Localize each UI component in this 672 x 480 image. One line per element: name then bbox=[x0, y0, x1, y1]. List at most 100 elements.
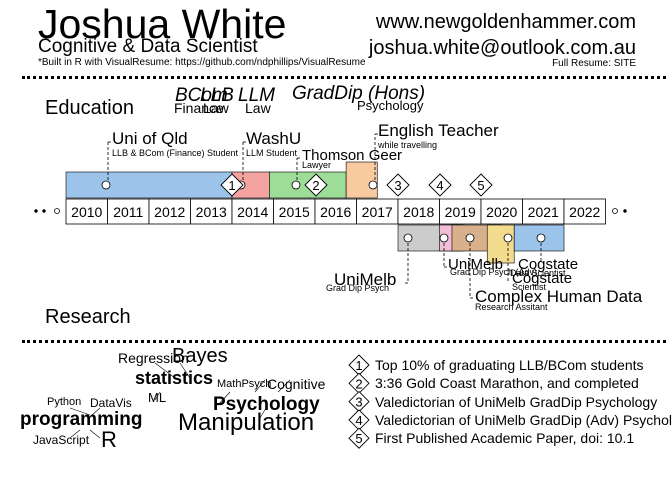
skill-connector bbox=[154, 391, 161, 401]
event-dot bbox=[503, 233, 513, 243]
milestone-number: 3 bbox=[394, 178, 401, 193]
achievement-number: 4 bbox=[355, 413, 362, 428]
degree-llm: LLM bbox=[238, 85, 275, 106]
axis-dot bbox=[34, 209, 38, 213]
year-label: 2017 bbox=[362, 204, 393, 220]
degree-llb: LLB bbox=[200, 85, 234, 106]
year-cell bbox=[397, 198, 440, 225]
milestone-diamond bbox=[220, 173, 244, 197]
year-label: 2020 bbox=[486, 204, 517, 220]
degree-graddip-sub: Psychology bbox=[357, 98, 424, 113]
skill-word: Psychology bbox=[213, 394, 320, 415]
event-subtitle: Data Scientist bbox=[510, 268, 566, 278]
milestone-number: 5 bbox=[477, 178, 484, 193]
website-link[interactable]: www.newgoldenhammer.com bbox=[375, 11, 636, 33]
year-label: 2015 bbox=[279, 204, 310, 220]
event-title: WashU bbox=[246, 129, 301, 148]
achievement-item: Top 10% of graduating LLB/BCom students bbox=[375, 357, 644, 373]
degree-graddip: GradDip (Hons) bbox=[292, 83, 426, 104]
skill-word: statistics bbox=[135, 368, 214, 388]
year-label: 2016 bbox=[320, 204, 351, 220]
year-label: 2022 bbox=[569, 204, 600, 220]
skill-word: Bayes bbox=[172, 345, 228, 367]
degree-llm-sub: Law bbox=[245, 100, 271, 116]
event-title: Thomson Geer bbox=[302, 147, 402, 164]
milestone-diamond bbox=[304, 173, 328, 197]
built-in-note: *Built in R with VisualResume: https://g… bbox=[38, 57, 366, 68]
skill-word: Python bbox=[47, 396, 82, 408]
year-cell bbox=[480, 198, 523, 225]
research-divider bbox=[22, 340, 666, 343]
event-subtitle: Scientist bbox=[512, 282, 547, 292]
event-dot bbox=[291, 180, 301, 190]
axis-dot bbox=[612, 208, 618, 214]
skill-connector bbox=[217, 391, 231, 406]
axis-dot bbox=[42, 209, 46, 213]
event-dot bbox=[368, 180, 378, 190]
milestone-diamond bbox=[386, 173, 410, 197]
bar-english-teacher bbox=[345, 161, 378, 199]
skill-connector bbox=[69, 429, 81, 439]
axis-dot bbox=[623, 209, 627, 213]
skill-connector bbox=[89, 429, 101, 439]
skill-connector bbox=[69, 407, 91, 416]
achievement-item: Valedictorian of UniMelb GradDip Psychol… bbox=[375, 393, 658, 410]
year-cell bbox=[563, 198, 606, 225]
event-subtitle: Grad Dip Psych (Adv) bbox=[450, 267, 537, 277]
section-research: Research bbox=[45, 306, 131, 328]
skill-connector bbox=[259, 407, 267, 419]
year-cell bbox=[231, 198, 274, 225]
achievement-item: First Published Academic Paper, doi: 10.… bbox=[375, 430, 635, 447]
event-subtitle: LLB & BCom (Finance) Student bbox=[112, 148, 239, 158]
year-label: 2014 bbox=[237, 204, 268, 220]
email-link[interactable]: joshua.white@outlook.com.au bbox=[368, 37, 636, 59]
event-dot bbox=[101, 180, 111, 190]
event-title: English Teacher bbox=[378, 121, 499, 140]
achievement-number: 5 bbox=[355, 431, 362, 446]
skill-word: programming bbox=[20, 409, 143, 430]
year-label: 2012 bbox=[154, 204, 185, 220]
event-dot bbox=[403, 233, 413, 243]
skill-word: JavaScript bbox=[33, 433, 90, 447]
skill-word: DataVis bbox=[90, 396, 132, 410]
milestone-number: 1 bbox=[228, 178, 235, 193]
event-title: UniMelb bbox=[334, 270, 396, 289]
achievement-item: 3:36 Gold Coast Marathon, and completed bbox=[375, 375, 639, 392]
achievement-item: Valedictorian of UniMelb GradDip (Adv) P… bbox=[375, 411, 672, 428]
achievement-number: 3 bbox=[355, 395, 362, 410]
year-cell bbox=[356, 198, 399, 225]
milestone-number: 4 bbox=[436, 178, 443, 193]
resume-role: Cognitive & Data Scientist bbox=[38, 36, 258, 57]
full-resume-link[interactable]: Full Resume: SITE bbox=[552, 58, 636, 69]
achievement-number: 2 bbox=[355, 376, 362, 391]
event-title: UniMelb bbox=[448, 256, 503, 273]
skill-connector bbox=[179, 362, 191, 379]
header-divider bbox=[22, 76, 666, 79]
event-title: Cogstate bbox=[512, 270, 572, 287]
skill-word: R bbox=[101, 427, 117, 452]
event-title: Complex Human Data bbox=[475, 287, 643, 306]
milestone-number: 2 bbox=[312, 178, 319, 193]
skill-word: Regression bbox=[118, 350, 189, 366]
degree-llb-sub: Law bbox=[203, 100, 229, 116]
degree-bcom-sub: Finance bbox=[174, 100, 224, 116]
bar-cogstate-data bbox=[513, 224, 565, 252]
year-cell bbox=[148, 198, 191, 225]
skill-word: Manipulation bbox=[178, 409, 315, 436]
event-dot bbox=[465, 233, 475, 243]
year-cell bbox=[65, 198, 108, 225]
year-label: 2010 bbox=[71, 204, 102, 220]
event-subtitle: Grad Dip Psych bbox=[326, 283, 389, 293]
event-title: Uni of Qld bbox=[112, 129, 188, 148]
event-title: Cogstate bbox=[518, 256, 578, 273]
skill-connector bbox=[277, 379, 291, 393]
degree-bcom: BCom bbox=[175, 85, 228, 106]
event-subtitle: LLM Student bbox=[246, 148, 298, 158]
bar-cogstate-scientist bbox=[486, 224, 515, 264]
axis-dot bbox=[54, 208, 60, 214]
bar-uni-qld bbox=[65, 171, 233, 199]
skill-word: Cognitive bbox=[267, 376, 326, 392]
year-label: 2019 bbox=[445, 204, 476, 220]
event-subtitle: Research Assitant bbox=[475, 302, 548, 312]
